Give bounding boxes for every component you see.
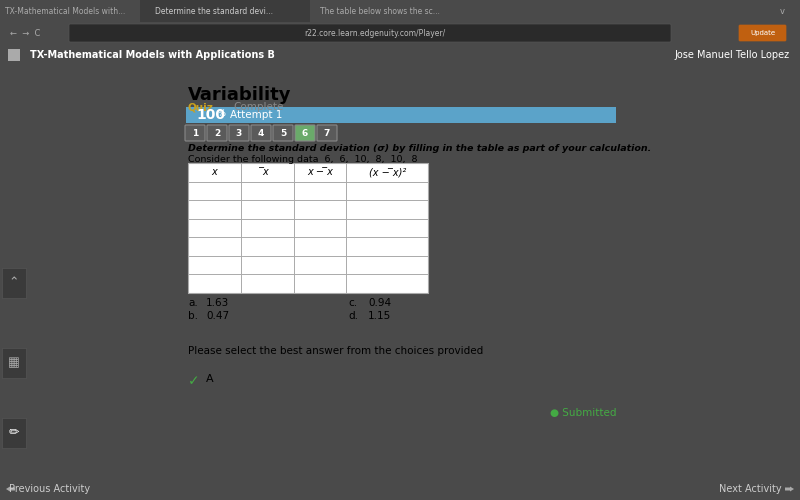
Bar — [140, 0, 310, 22]
Text: x: x — [211, 168, 218, 177]
FancyBboxPatch shape — [295, 125, 315, 141]
Bar — [186, 107, 616, 123]
Text: v: v — [780, 6, 785, 16]
Text: b.: b. — [188, 311, 198, 321]
Text: A: A — [206, 374, 214, 384]
Text: Quiz: Quiz — [188, 102, 214, 112]
Text: ̅x: ̅x — [264, 168, 270, 177]
Text: 0.47: 0.47 — [206, 311, 229, 321]
Text: Variability: Variability — [188, 86, 291, 104]
Text: ▦: ▦ — [8, 356, 20, 370]
FancyBboxPatch shape — [185, 125, 205, 141]
Bar — [2, 348, 26, 378]
Bar — [8, 49, 20, 61]
Text: Consider the following data  6,  6,  10,  8,  10,  8: Consider the following data 6, 6, 10, 8,… — [188, 155, 418, 164]
Text: c.: c. — [348, 298, 357, 308]
Text: d.: d. — [348, 311, 358, 321]
Text: 2: 2 — [214, 128, 220, 138]
Text: %: % — [218, 108, 226, 118]
Text: a.: a. — [188, 298, 198, 308]
Text: x − ̅x: x − ̅x — [307, 168, 333, 177]
FancyBboxPatch shape — [273, 125, 293, 141]
Text: Complete: Complete — [233, 102, 283, 112]
Text: The table below shows the sc...: The table below shows the sc... — [320, 6, 440, 16]
Text: ✏: ✏ — [9, 426, 19, 440]
Text: TX-Mathematical Models with...: TX-Mathematical Models with... — [5, 6, 126, 16]
Text: ⌃: ⌃ — [9, 276, 19, 289]
FancyBboxPatch shape — [251, 125, 271, 141]
Text: 6: 6 — [302, 128, 308, 138]
FancyBboxPatch shape — [739, 25, 786, 41]
Text: 0.94: 0.94 — [368, 298, 391, 308]
Text: 100: 100 — [196, 108, 225, 122]
FancyBboxPatch shape — [317, 125, 337, 141]
Text: ✓: ✓ — [188, 374, 200, 388]
Text: 1.63: 1.63 — [206, 298, 230, 308]
Text: Previous Activity: Previous Activity — [10, 484, 90, 494]
Text: TX-Mathematical Models with Applications B: TX-Mathematical Models with Applications… — [30, 50, 275, 60]
Text: Determine the standard deviation (σ) by filling in the table as part of your cal: Determine the standard deviation (σ) by … — [188, 144, 651, 153]
Text: r22.core.learn.edgenuity.com/Player/: r22.core.learn.edgenuity.com/Player/ — [304, 28, 446, 38]
Text: Please select the best answer from the choices provided: Please select the best answer from the c… — [188, 346, 483, 356]
Text: 7: 7 — [324, 128, 330, 138]
FancyBboxPatch shape — [229, 125, 249, 141]
Text: 3: 3 — [236, 128, 242, 138]
FancyArrow shape — [6, 486, 15, 492]
Text: ● Submitted: ● Submitted — [550, 408, 616, 418]
FancyBboxPatch shape — [207, 125, 227, 141]
Text: (x − ̅x)²: (x − ̅x)² — [369, 168, 406, 177]
Bar — [2, 268, 26, 298]
Text: Attempt 1: Attempt 1 — [230, 110, 282, 120]
Text: Jose Manuel Tello Lopez: Jose Manuel Tello Lopez — [675, 50, 790, 60]
Bar — [2, 418, 26, 448]
Text: Update: Update — [750, 30, 775, 36]
Text: 4: 4 — [258, 128, 264, 138]
FancyArrow shape — [785, 486, 794, 492]
Text: 5: 5 — [280, 128, 286, 138]
Text: Next Activity: Next Activity — [718, 484, 782, 494]
FancyBboxPatch shape — [69, 24, 671, 42]
Text: Determine the standard devi...: Determine the standard devi... — [155, 6, 273, 16]
Text: 1: 1 — [192, 128, 198, 138]
Text: ←  →  C: ← → C — [10, 28, 40, 38]
Bar — [188, 163, 428, 293]
Text: 1.15: 1.15 — [368, 311, 391, 321]
